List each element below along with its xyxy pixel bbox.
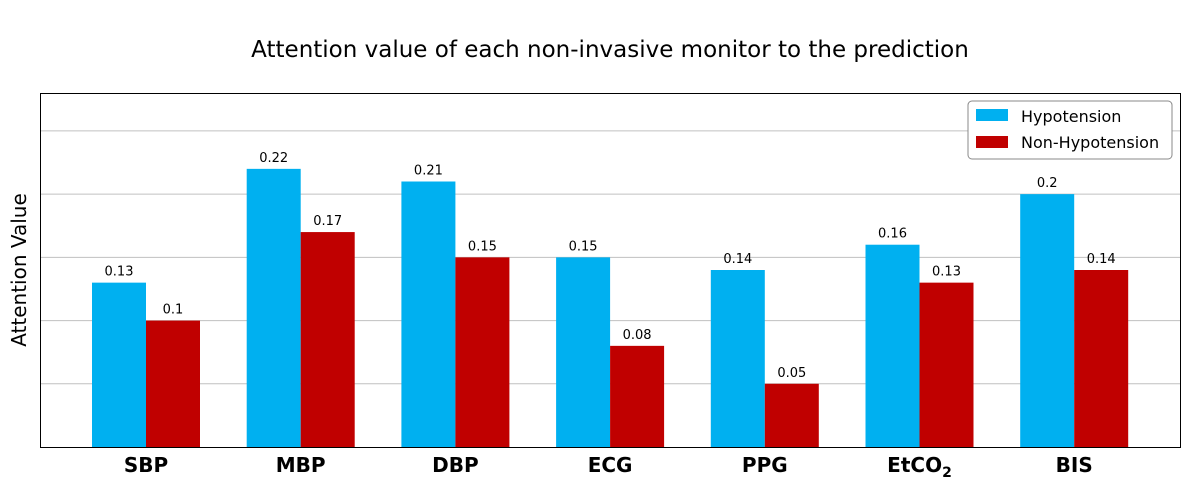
value-labels: 0.13 0.1 0.22 0.17 0.21 0.15 0.15 0.08 0.14 0.05 0… [105, 151, 1116, 381]
bar-hypotension-ppg [710, 270, 765, 447]
value-label: 0.13 [105, 265, 134, 280]
legend-box [967, 100, 1173, 160]
bar-hypotension-dbp [401, 181, 456, 447]
legend-label-non-hypotension: Non-Hypotension [1021, 133, 1159, 152]
x-tick-label-dbp: DBP [432, 453, 479, 477]
bar-hypotension-bis [1020, 194, 1075, 447]
legend-swatch-non-hypotension [976, 136, 1008, 148]
bars [92, 168, 1129, 447]
bar-hypotension-ecg [556, 257, 611, 447]
bar-non-hypotension-sbp [146, 320, 200, 447]
value-label: 0.17 [313, 214, 342, 229]
bar-non-hypotension-etco [919, 282, 974, 447]
chart-title: Attention value of each non-invasive mon… [251, 37, 969, 63]
plot-frame [40, 93, 1181, 448]
legend-swatch-hypotension [976, 109, 1008, 121]
bar-hypotension-mbp [246, 168, 301, 447]
value-label: 0.14 [723, 252, 752, 267]
value-label: 0.22 [259, 151, 288, 166]
x-tick-label-mbp: MBP [276, 453, 326, 477]
x-tick-label-bis: BIS [1056, 453, 1093, 477]
value-label: 0.1 [163, 303, 184, 318]
bar-non-hypotension-dbp [455, 257, 510, 447]
legend-label-hypotension: Hypotension [1021, 107, 1121, 126]
x-tick-label-sbp: SBP [124, 453, 168, 477]
legend: Hypotension Non-Hypotension [967, 100, 1173, 160]
bar-hypotension-sbp [92, 282, 146, 447]
value-label: 0.14 [1087, 252, 1116, 267]
x-tick-labels: SBP MBP DBP ECG PPG EtCO2 BIS [124, 453, 1093, 481]
bar-non-hypotension-ecg [610, 345, 665, 447]
bar-hypotension-etco [865, 244, 920, 447]
x-tick-label-ecg: ECG [588, 453, 633, 477]
y-axis-label: Attention Value [7, 193, 31, 347]
value-label: 0.05 [777, 366, 806, 381]
bar-non-hypotension-bis [1074, 270, 1129, 447]
value-label: 0.21 [414, 164, 443, 179]
x-tick-label-ppg: PPG [742, 453, 788, 477]
value-label: 0.15 [569, 239, 598, 254]
value-label: 0.08 [623, 328, 652, 343]
bar-non-hypotension-mbp [300, 232, 355, 447]
value-label: 0.13 [932, 265, 961, 280]
value-label: 0.15 [468, 239, 497, 254]
x-tick-label-etco: EtCO2 [887, 453, 952, 481]
bar-non-hypotension-ppg [764, 383, 819, 447]
value-label: 0.2 [1037, 176, 1058, 191]
value-label: 0.16 [878, 227, 907, 242]
